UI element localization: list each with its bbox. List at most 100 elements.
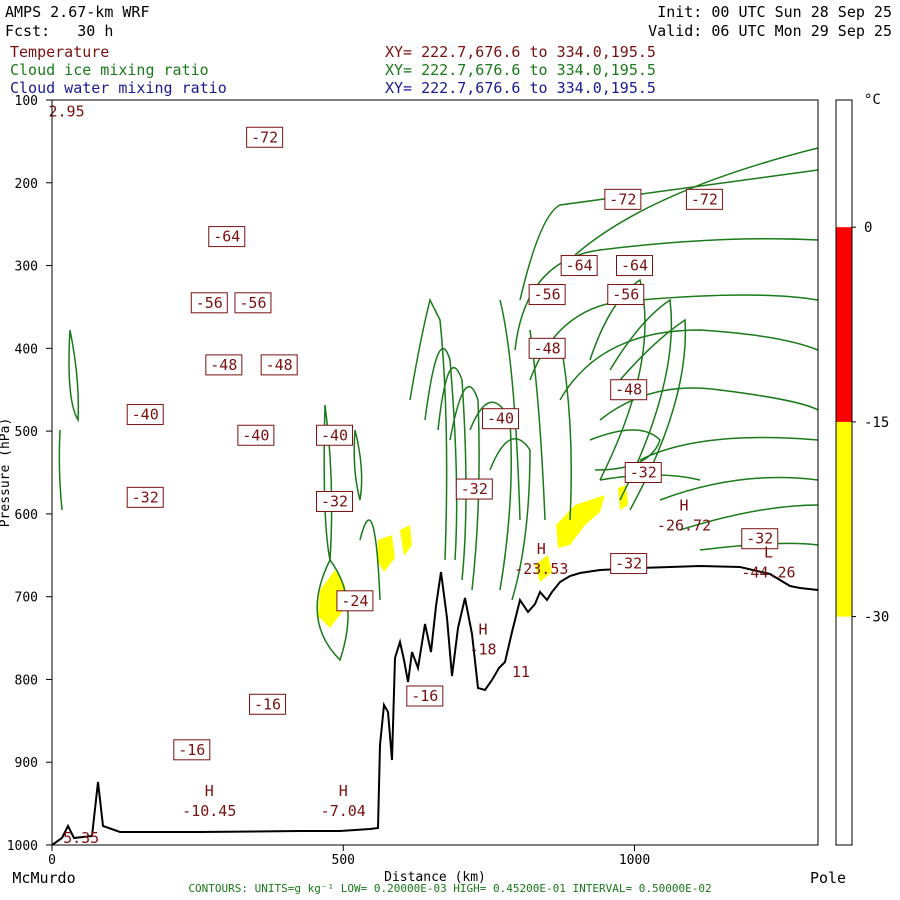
temperature-label-2: -72	[691, 190, 718, 208]
temperature-label-22: -32	[615, 555, 642, 573]
extremum-value-7: 2.95	[49, 102, 85, 120]
plot-frame	[51, 99, 819, 846]
temperature-label-box-12	[528, 337, 566, 359]
temperature-label-17: -40	[487, 410, 514, 428]
cloud-ice-contour-18	[437, 367, 467, 581]
colorbar-outline	[835, 99, 853, 846]
temperature-label-box-15	[237, 424, 275, 446]
extremum-value-3: 11	[512, 663, 530, 681]
temperature-label-box-11	[260, 354, 298, 376]
cloud-ice-contour-26	[609, 298, 673, 501]
temperature-label-box-7	[234, 292, 272, 314]
cloud-ice-contour-28	[589, 429, 661, 471]
extremum-value-8: 5.35	[63, 829, 99, 847]
extremum-value-4: -23.53	[514, 560, 568, 578]
temperature-label-box-6	[190, 292, 228, 314]
cloud-ice-contour-10	[68, 329, 80, 423]
valid-time: Valid: 06 UTC Mon 29 Sep 25	[648, 22, 892, 40]
colorbar-tick-label-0: 0	[864, 220, 872, 236]
x-tick-label-0: 0	[48, 853, 56, 868]
y-tick-label-7: 800	[15, 673, 38, 688]
temperature-label-26: -16	[411, 687, 438, 705]
field-temperature-label: Temperature	[10, 43, 110, 61]
cloud-shading-3	[535, 555, 552, 582]
x-tick-label-2: 1000	[619, 853, 650, 868]
extremum-value-5: -26.72	[657, 516, 711, 534]
extremum-mark-6: L	[764, 543, 773, 561]
temperature-label-27: -16	[178, 741, 205, 759]
temperature-label-0: -72	[251, 128, 278, 146]
temperature-label-15: -40	[242, 426, 269, 444]
temperature-label-box-3	[208, 226, 246, 248]
cloud-ice-contour-24	[559, 339, 572, 521]
y-tick-label-6: 700	[15, 591, 38, 606]
cloud-ice-contour-3	[529, 294, 818, 381]
colorbar-tick-label-1: -15	[864, 415, 889, 431]
cloud-ice-contour-20	[469, 401, 512, 591]
temperature-label-10: -48	[210, 356, 237, 374]
y-tick-label-9: 1000	[7, 839, 38, 854]
temperature-label-box-20	[455, 478, 493, 500]
temperature-label-box-0	[246, 126, 284, 148]
cloud-ice-contour-0	[574, 147, 818, 256]
temperature-label-18: -32	[132, 488, 159, 506]
temperature-label-box-26	[406, 685, 444, 707]
temperature-label-box-5	[616, 255, 654, 277]
extremum-mark-1: H	[339, 782, 348, 800]
x-start-label: McMurdo	[12, 869, 75, 887]
cloud-ice-contour-19	[449, 386, 480, 591]
temperature-label-21: -32	[630, 464, 657, 482]
x-end-label: Pole	[810, 869, 846, 887]
extremum-mark-4: H	[537, 540, 546, 558]
cloud-ice-contour-5	[599, 387, 818, 421]
temperature-label-8: -56	[534, 286, 561, 304]
temperature-label-20: -32	[461, 480, 488, 498]
x-tick-label-1: 500	[332, 853, 355, 868]
cloud-shading-4	[556, 495, 605, 548]
temperature-label-6: -56	[196, 294, 223, 312]
temperature-label-box-19	[316, 490, 354, 512]
cloud-shading-2	[400, 525, 412, 556]
extremum-mark-0: H	[205, 782, 214, 800]
temperature-label-3: -64	[213, 228, 240, 246]
plot-area	[52, 147, 818, 845]
temperature-label-7: -56	[239, 294, 266, 312]
cloud-ice-contour-1	[519, 169, 818, 301]
colorbar-band-1	[836, 227, 852, 422]
cloud-ice-contour-8	[679, 504, 818, 531]
temperature-label-box-25	[249, 693, 287, 715]
init-time: Init: 00 UTC Sun 28 Sep 25	[657, 3, 892, 21]
cloud-ice-contour-21	[489, 438, 531, 601]
temperature-label-box-8	[528, 284, 566, 306]
cloud-ice-contour-16	[409, 297, 448, 561]
cloud-ice-contour-27	[619, 318, 687, 511]
cloud-ice-contour-17	[424, 347, 458, 561]
forecast-hour: Fcst: 30 h	[5, 22, 114, 40]
cloud-ice-contour-7	[659, 476, 818, 501]
extremum-value-1: -7.04	[321, 802, 366, 820]
temperature-label-box-27	[173, 739, 211, 761]
colorbar-band-0	[836, 421, 852, 617]
cloud-ice-contour-4	[559, 329, 818, 401]
temperature-label-14: -40	[132, 406, 159, 424]
temperature-label-box-17	[482, 408, 520, 430]
temperature-label-box-21	[624, 462, 662, 483]
extremum-value-0: -10.45	[182, 802, 236, 820]
temperature-label-box-23	[741, 528, 779, 550]
y-axis-label: Pressure (hPa)	[0, 418, 13, 528]
y-tick-label-3: 400	[15, 342, 38, 357]
cloud-shading-5	[618, 485, 628, 510]
field-cloud-ice-xy: XY= 222.7,676.6 to 334.0,195.5	[385, 61, 656, 79]
field-temperature-xy: XY= 222.7,676.6 to 334.0,195.5	[385, 43, 656, 61]
temperature-label-box-1	[604, 188, 642, 210]
y-tick-label-2: 300	[15, 260, 38, 275]
temperature-label-13: -48	[615, 381, 642, 399]
temperature-label-4: -64	[566, 257, 593, 275]
field-cloud-water-xy: XY= 222.7,676.6 to 334.0,195.5	[385, 79, 656, 97]
temperature-label-box-10	[205, 354, 243, 376]
field-cloud-ice-label: Cloud ice mixing ratio	[10, 61, 209, 79]
temperature-label-box-16	[316, 424, 354, 446]
temperature-label-19: -32	[321, 492, 348, 510]
temperature-label-23: -32	[746, 530, 773, 548]
